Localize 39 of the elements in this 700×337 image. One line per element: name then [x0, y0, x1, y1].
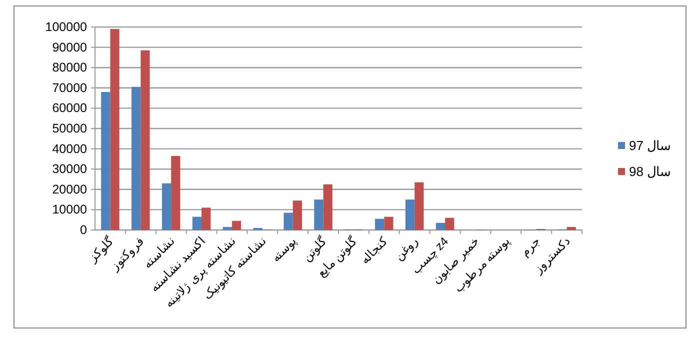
bar — [384, 216, 394, 230]
bar — [566, 226, 576, 230]
bar — [284, 212, 293, 230]
y-tick-label: 10000 — [52, 202, 88, 217]
y-tick-label: 70000 — [52, 80, 88, 95]
bar — [405, 200, 415, 230]
y-tick-label: 30000 — [52, 162, 88, 176]
bar — [375, 218, 384, 230]
bar — [162, 183, 172, 230]
bar — [132, 86, 141, 230]
y-tick-label: 50000 — [52, 122, 88, 136]
bar — [414, 182, 424, 230]
y-tick-label: 60000 — [52, 101, 88, 116]
bar — [140, 50, 150, 230]
x-tick-label: پوسته — [268, 234, 299, 265]
y-tick-label: 90000 — [52, 40, 88, 54]
bar — [101, 92, 110, 230]
y-tick-label: 100000 — [45, 20, 88, 34]
y-tick-label: 80000 — [52, 60, 88, 75]
x-tick-label: کنجاله — [358, 234, 390, 267]
x-tick-label: گلوکز — [85, 234, 116, 266]
bar — [314, 200, 324, 230]
x-tick-label: گلوتن — [300, 234, 330, 264]
y-tick-label: 0 — [80, 223, 88, 237]
y-tick-label: 20000 — [52, 182, 88, 196]
legend-label: سال 97 — [629, 138, 672, 153]
bar — [202, 208, 211, 230]
bar — [445, 218, 454, 230]
bar — [323, 184, 332, 230]
legend-label: سال 98 — [629, 164, 672, 179]
bar — [436, 222, 446, 230]
bar — [292, 200, 302, 230]
bar — [171, 156, 180, 230]
bar — [110, 29, 120, 230]
x-tick-label: جرم — [518, 234, 542, 259]
bar — [232, 220, 242, 230]
bar — [222, 226, 232, 230]
bar — [192, 216, 202, 230]
y-tick-label: 40000 — [52, 142, 88, 156]
